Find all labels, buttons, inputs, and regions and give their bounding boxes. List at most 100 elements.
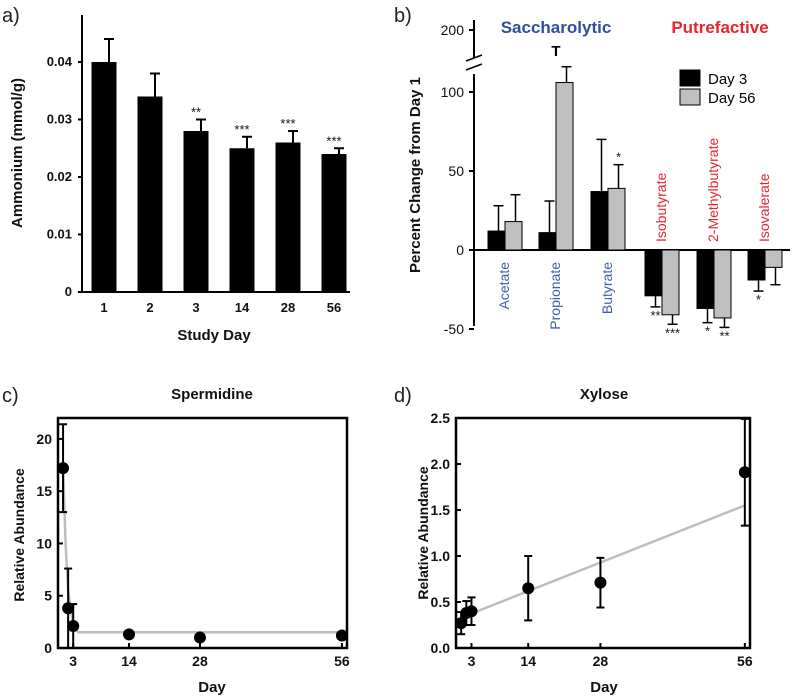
panel-c-y-tick-label: 0 — [44, 640, 52, 656]
panel-b-category-label: Isovalerate — [756, 173, 772, 242]
panel-c-data-point — [57, 462, 70, 475]
panel-a-bar — [137, 96, 163, 292]
panel-a-y-tick-label: 0 — [65, 284, 72, 299]
panel-d-data-point — [455, 617, 468, 630]
panel-d-x-tick-label: 56 — [737, 653, 753, 669]
panel-d-letter: d) — [394, 385, 412, 407]
panel-a-significance: *** — [280, 116, 295, 131]
panel-c-x-tick-label: 14 — [121, 653, 137, 669]
legend-label-day56: Day 56 — [708, 90, 756, 107]
panel-d-data-point — [594, 576, 607, 589]
panel-b-y-title: Percent Change from Day 1 — [407, 77, 424, 273]
panel-c-x-tick-label: 56 — [334, 653, 350, 669]
panel-d-x-tick-label: 14 — [520, 653, 536, 669]
panel-b-significance: * — [705, 324, 710, 339]
panel-b-significance: ** — [719, 328, 729, 343]
panel-d-frame — [454, 416, 752, 650]
panel-b-bar-day56 — [713, 249, 732, 319]
panel-a-bar — [275, 142, 301, 292]
panel-a-x-tick-label: 56 — [327, 300, 341, 315]
panel-a-bar — [91, 62, 117, 292]
putrefactive-header: Putrefactive — [671, 18, 768, 37]
panel-a-y-tick-label: 0.03 — [47, 112, 72, 127]
panel-c-data-point — [62, 602, 75, 615]
panel-d-y-tick-label: 0.5 — [431, 594, 451, 610]
panel-b-bar-day56 — [661, 249, 680, 316]
panel-b-significance: * — [756, 292, 761, 307]
panel-d-fit-line — [460, 504, 746, 619]
panel-d-y-tick-label: 1.0 — [431, 548, 451, 564]
panel-c-data-point — [335, 629, 348, 642]
propionate-off-scale-marker: T — [551, 43, 560, 60]
panel-b-bar-day3 — [747, 249, 766, 281]
panel-a-y-title: Ammonium (mmol/g) — [9, 78, 26, 228]
panel-a-y-tick-label: 0.02 — [47, 169, 72, 184]
panel-d-x-tick-label: 28 — [593, 653, 609, 669]
panel-b-bar-day56 — [504, 221, 523, 251]
panel-a-significance: *** — [234, 122, 249, 137]
panel-d-y-tick-label: 1.5 — [431, 502, 451, 518]
panel-c-y-tick-label: 15 — [36, 483, 52, 499]
panel-b-significance: ** — [650, 308, 660, 323]
panel-d-data-point — [465, 605, 478, 618]
panel-a-y-tick-label: 0.04 — [47, 54, 73, 69]
panel-b-y-tick-label: 0 — [456, 242, 464, 258]
panel-b-y-tick-label: -50 — [444, 321, 464, 337]
panel-a-chart: Study Day Ammonium (mmol/g) 0 0.01 0.02 0.0… — [9, 15, 350, 344]
panel-b-bar-day56 — [555, 82, 574, 251]
panel-c-y-tick-label: 5 — [44, 588, 52, 604]
legend-swatch-day56 — [679, 88, 701, 106]
panel-d-y-title: Relative Abundance — [415, 466, 431, 600]
panel-c-data-point — [122, 628, 135, 641]
panel-b-significance: * — [616, 150, 621, 165]
panel-d-y-tick-label: 2.5 — [431, 410, 451, 426]
panel-c-y-tick-label: 20 — [36, 431, 52, 447]
panel-b-chart: Percent Change from Day 1 Saccharolytic … — [407, 18, 790, 343]
panel-c-title: Spermidine — [171, 386, 253, 403]
panel-c-fit-line — [61, 468, 342, 634]
panel-c-x-tick-label: 28 — [192, 653, 208, 669]
panel-c-letter: c) — [2, 385, 19, 407]
panel-b-axis-break — [465, 54, 483, 71]
panel-b-category-label: Isobutyrate — [653, 173, 669, 242]
panel-b-letter: b) — [394, 5, 412, 27]
panel-b-category-label: Acetate — [496, 262, 512, 310]
panel-c-chart: Spermidine Day Relative Abundance 0 5 10 15… — [11, 386, 350, 696]
panel-a-bar — [229, 148, 255, 292]
panel-c-x-title: Day — [198, 679, 226, 696]
panel-a-x-tick-label: 28 — [281, 300, 295, 315]
panel-b-category-label: Butyrate — [599, 262, 615, 314]
panel-b-bar-day56 — [764, 249, 783, 268]
panel-b-y-tick-label: 50 — [448, 163, 464, 179]
panel-a-y-tick-label: 0.01 — [47, 227, 72, 242]
panel-b-legend: Day 3 Day 56 — [679, 69, 756, 107]
panel-a-x-tick-label: 2 — [146, 300, 153, 315]
panel-c-y-tick-label: 10 — [36, 535, 52, 551]
panel-a-letter: a) — [2, 5, 20, 27]
panel-a-bar — [321, 154, 347, 292]
panel-b-y-tick-label: 100 — [441, 84, 465, 100]
panel-a-significance: *** — [326, 133, 341, 148]
panel-b-bar-day3 — [487, 230, 506, 251]
panel-b-category-label: 2-Methylbutyrate — [705, 138, 721, 242]
panel-b-bar-day3 — [696, 249, 715, 309]
panel-b-y-tick-label: 200 — [441, 22, 465, 38]
panel-a-x-tick-label: 14 — [235, 300, 250, 315]
panel-a-x-title: Study Day — [177, 327, 251, 344]
panel-c-data-point — [67, 620, 80, 633]
panel-b-category-label: Propionate — [547, 262, 563, 330]
legend-label-day3: Day 3 — [708, 71, 747, 88]
panel-d-y-tick-label: 2.0 — [431, 456, 451, 472]
panel-d-data-point — [738, 466, 751, 479]
legend-swatch-day3 — [679, 69, 701, 87]
panel-d-chart: Xylose Day Relative Abundance 0.0 0.5 1.0 1… — [415, 386, 753, 696]
panel-d-title: Xylose — [580, 386, 628, 403]
panel-a-x-tick-label: 3 — [192, 300, 199, 315]
panel-c-y-title: Relative Abundance — [11, 468, 27, 602]
panel-c-frame — [56, 416, 349, 650]
panel-b-bar-day3 — [590, 191, 609, 251]
panel-d-x-tick-label: 3 — [468, 653, 476, 669]
panel-b-bar-day3 — [644, 249, 663, 297]
panel-b-bar-day3 — [538, 232, 557, 251]
